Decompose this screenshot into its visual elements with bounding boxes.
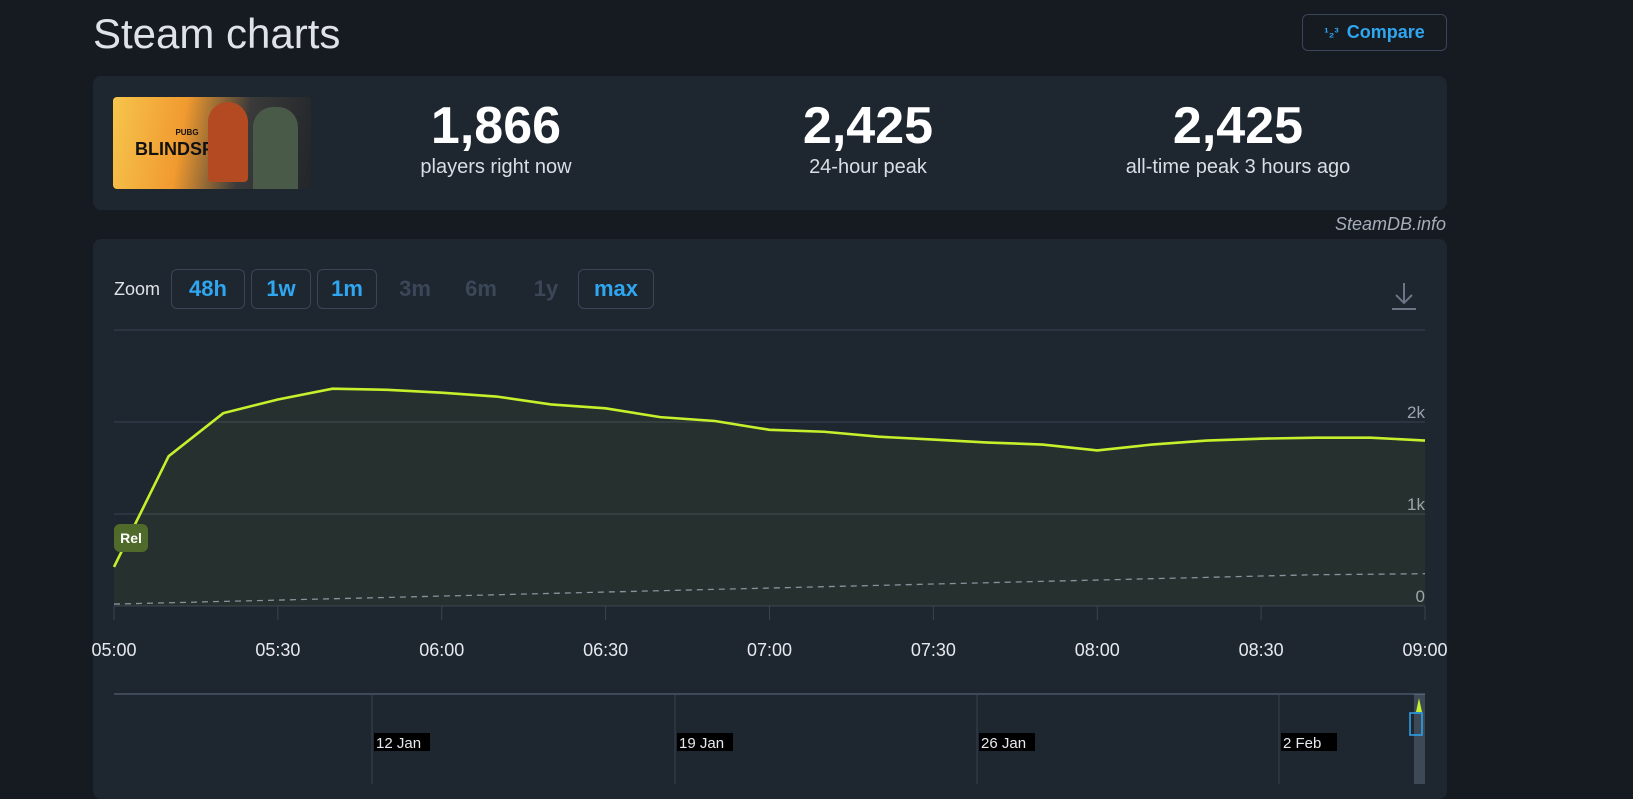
navigator-date-label: 12 Jan	[376, 735, 421, 752]
x-tick-label: 09:00	[1402, 640, 1447, 660]
series-area	[114, 389, 1425, 606]
x-tick-label: 07:30	[911, 640, 956, 660]
x-tick-label: 08:00	[1075, 640, 1120, 660]
navigator-date-label: 2 Feb	[1283, 735, 1321, 752]
x-tick-label: 07:00	[747, 640, 792, 660]
navigator-date-label: 26 Jan	[981, 735, 1026, 752]
x-tick-label: 06:30	[583, 640, 628, 660]
y-tick-label: 2k	[1407, 403, 1425, 422]
release-annotation-label: Rel	[120, 530, 142, 546]
x-tick-label: 08:30	[1239, 640, 1284, 660]
x-tick-label: 06:00	[419, 640, 464, 660]
navigator-date-label: 19 Jan	[679, 735, 724, 752]
x-tick-label: 05:30	[255, 640, 300, 660]
x-tick-label: 05:00	[91, 640, 136, 660]
